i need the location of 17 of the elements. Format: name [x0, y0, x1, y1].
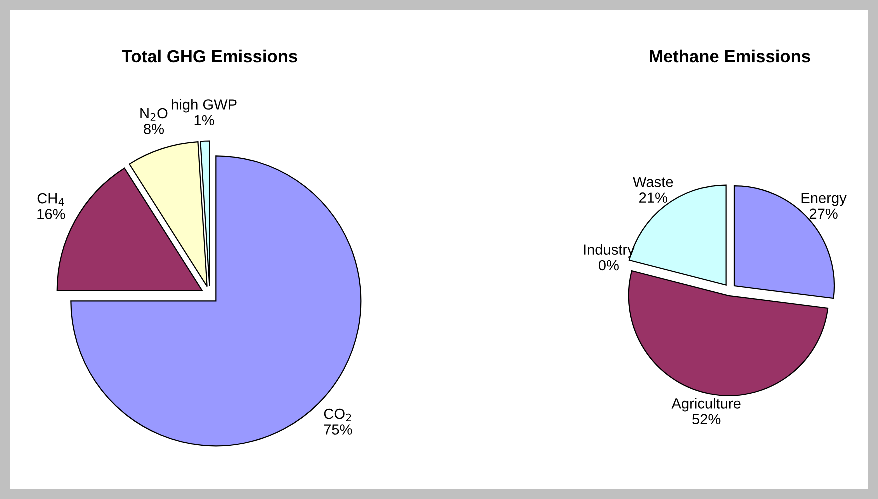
slice-label: CH$_{4}$	[38, 193, 64, 206]
data-label: 21%	[640, 192, 668, 203]
data-label: 27%	[810, 208, 838, 220]
slice-label: CO$_{2}$	[324, 408, 352, 422]
slice-label: Energy	[802, 193, 847, 206]
slice-label: high GWP	[172, 99, 237, 113]
data-label: 16%	[38, 209, 66, 220]
slice-label: Waste	[633, 177, 674, 188]
data-label: 1%	[194, 115, 214, 126]
data-label: 52%	[692, 414, 721, 425]
chart-title: Methane Emissions	[650, 50, 810, 63]
slice-label: N$_{2}$O	[140, 108, 168, 121]
data-label: 8%	[144, 124, 164, 134]
text: 0%	[598, 260, 619, 271]
slice-label: Agriculture	[672, 398, 741, 412]
chart-title: Total GHG Emissions	[122, 50, 298, 63]
data-label: 75%	[324, 424, 352, 435]
